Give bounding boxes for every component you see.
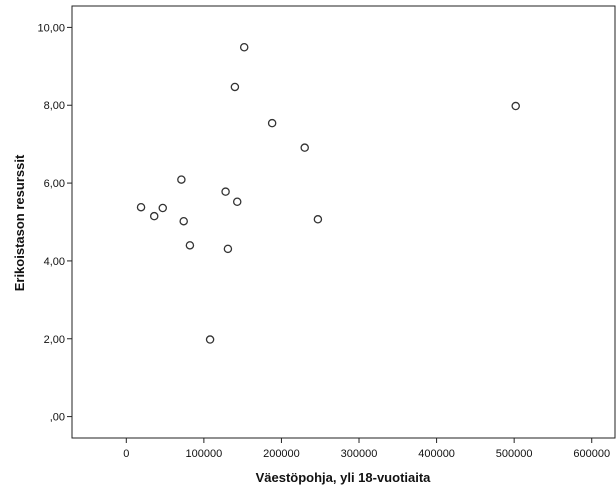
x-tick-label: 100000 xyxy=(186,448,223,460)
data-point xyxy=(267,118,277,128)
data-point xyxy=(205,335,215,344)
x-tick-label: 500000 xyxy=(496,448,533,460)
y-tick-label: 6,00 xyxy=(44,178,65,190)
data-point xyxy=(230,82,240,92)
y-tick-label: 8,00 xyxy=(44,100,65,112)
y-axis: ,00 2,00 4,00 6,00 8,00 10,00 xyxy=(37,22,72,424)
plot-border xyxy=(71,5,616,439)
data-point xyxy=(185,241,195,250)
x-tick-label: 400000 xyxy=(418,448,455,460)
x-tick-label: 600000 xyxy=(573,448,610,460)
x-axis-title: Väestöpohja, yli 18-vuotiaita xyxy=(256,470,432,485)
y-tick-label: 2,00 xyxy=(44,334,65,346)
y-tick-label: 4,00 xyxy=(44,256,65,268)
x-tick-label: 200000 xyxy=(263,448,300,460)
x-axis: 0 100000 200000 300000 400000 500000 600000 xyxy=(123,438,610,460)
data-point xyxy=(221,187,230,196)
data-point xyxy=(239,43,249,52)
x-tick-label: 300000 xyxy=(341,448,378,460)
data-points xyxy=(136,43,520,344)
x-tick-label: 0 xyxy=(123,448,129,460)
y-tick-label: 10,00 xyxy=(37,22,65,34)
data-point xyxy=(300,143,309,152)
data-point xyxy=(136,202,146,212)
data-point xyxy=(313,215,323,224)
y-tick-label: ,00 xyxy=(50,412,65,424)
plot-area xyxy=(71,5,616,439)
data-point xyxy=(179,216,188,226)
y-axis-title: Erikoistason resurssit xyxy=(12,154,27,291)
data-point xyxy=(511,101,520,111)
data-point xyxy=(158,203,168,213)
data-point xyxy=(177,175,186,184)
data-point xyxy=(232,197,242,207)
data-point xyxy=(223,244,233,254)
data-point xyxy=(149,211,159,221)
